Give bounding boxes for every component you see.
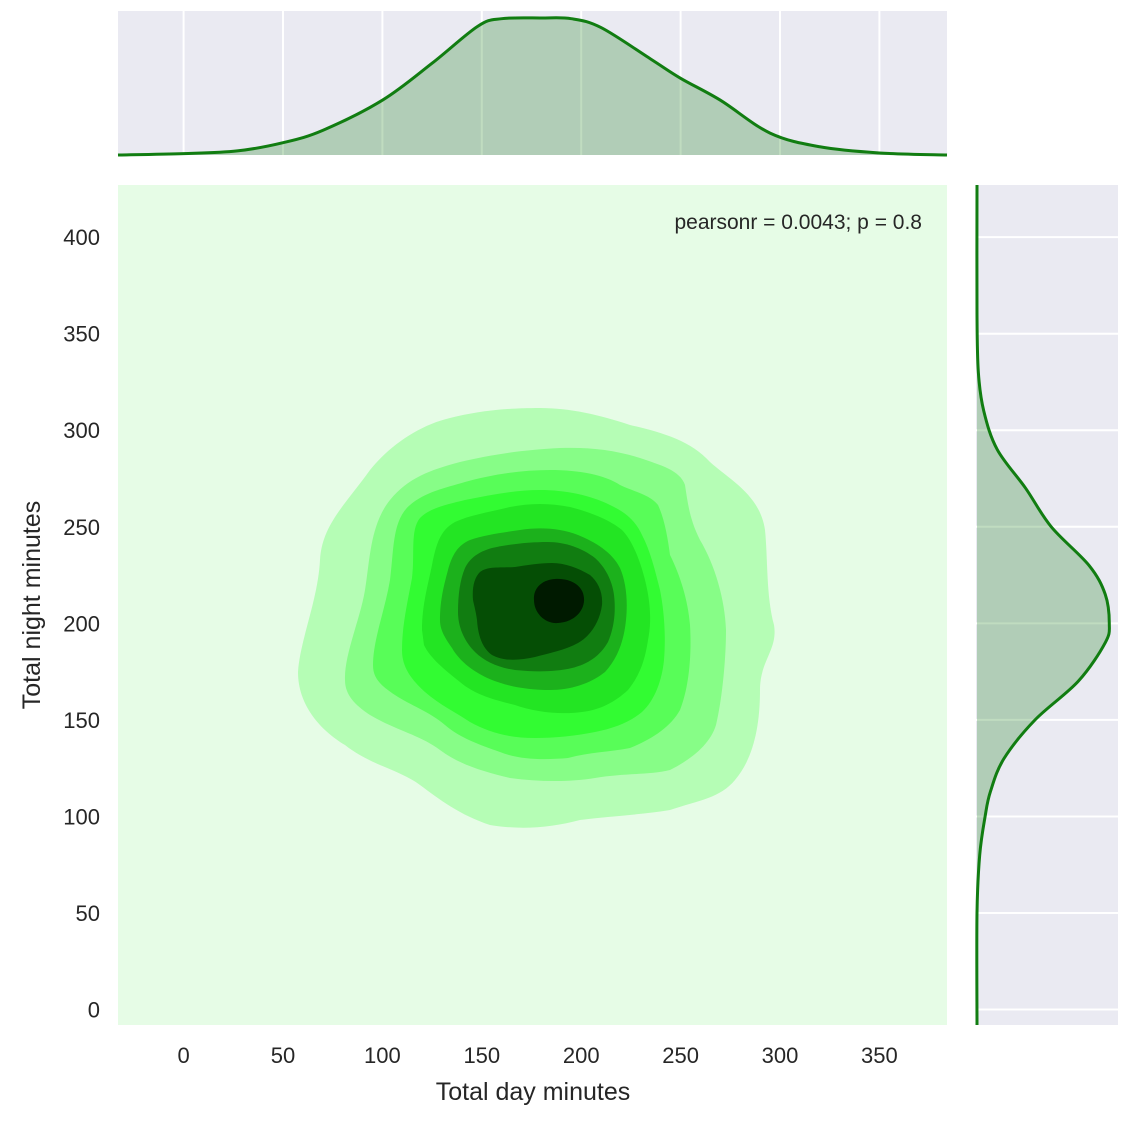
x-axis-tick-labels: 0 50 100 150 200 250 300 350 bbox=[177, 1043, 897, 1068]
y-tick-label: 200 bbox=[63, 611, 100, 636]
pearsonr-annotation: pearsonr = 0.0043; p = 0.8 bbox=[674, 211, 922, 234]
x-tick-label: 50 bbox=[271, 1043, 295, 1068]
x-tick-label: 350 bbox=[861, 1043, 898, 1068]
contour-level-peak bbox=[533, 578, 585, 624]
marginal-y-kde-line bbox=[975, 184, 1111, 1026]
y-tick-label: 350 bbox=[63, 322, 100, 347]
joint-axes: pearsonr = 0.0043; p = 0.8 bbox=[118, 185, 947, 1025]
marginal-x-background bbox=[118, 11, 947, 155]
marginal-y-axes bbox=[975, 184, 1118, 1026]
y-tick-label: 300 bbox=[63, 418, 100, 443]
marginal-y-background bbox=[976, 185, 1118, 1025]
y-tick-label: 100 bbox=[63, 804, 100, 829]
x-tick-label: 0 bbox=[177, 1043, 189, 1068]
x-tick-label: 150 bbox=[463, 1043, 500, 1068]
marginal-x-gridlines bbox=[182, 11, 881, 155]
y-tick-label: 50 bbox=[76, 901, 100, 926]
marginal-y-gridlines bbox=[976, 236, 1118, 1011]
kde-contours bbox=[298, 408, 775, 828]
marginal-x-kde-fill bbox=[118, 17, 947, 156]
y-tick-label: 0 bbox=[88, 998, 100, 1023]
x-tick-label: 250 bbox=[662, 1043, 699, 1068]
y-tick-label: 400 bbox=[63, 225, 100, 250]
marginal-x-axes bbox=[117, 11, 948, 157]
y-axis-tick-labels: 0 50 100 150 200 250 300 350 400 bbox=[63, 225, 100, 1022]
x-tick-label: 200 bbox=[563, 1043, 600, 1068]
marginal-y-kde-fill bbox=[976, 185, 1110, 1025]
marginal-x-kde-line bbox=[117, 16, 948, 157]
x-tick-label: 300 bbox=[762, 1043, 799, 1068]
y-tick-label: 250 bbox=[63, 515, 100, 540]
x-tick-label: 100 bbox=[364, 1043, 401, 1068]
x-axis-label: Total day minutes bbox=[436, 1078, 631, 1106]
y-tick-label: 150 bbox=[63, 708, 100, 733]
y-axis-label: Total night minutes bbox=[18, 501, 46, 709]
